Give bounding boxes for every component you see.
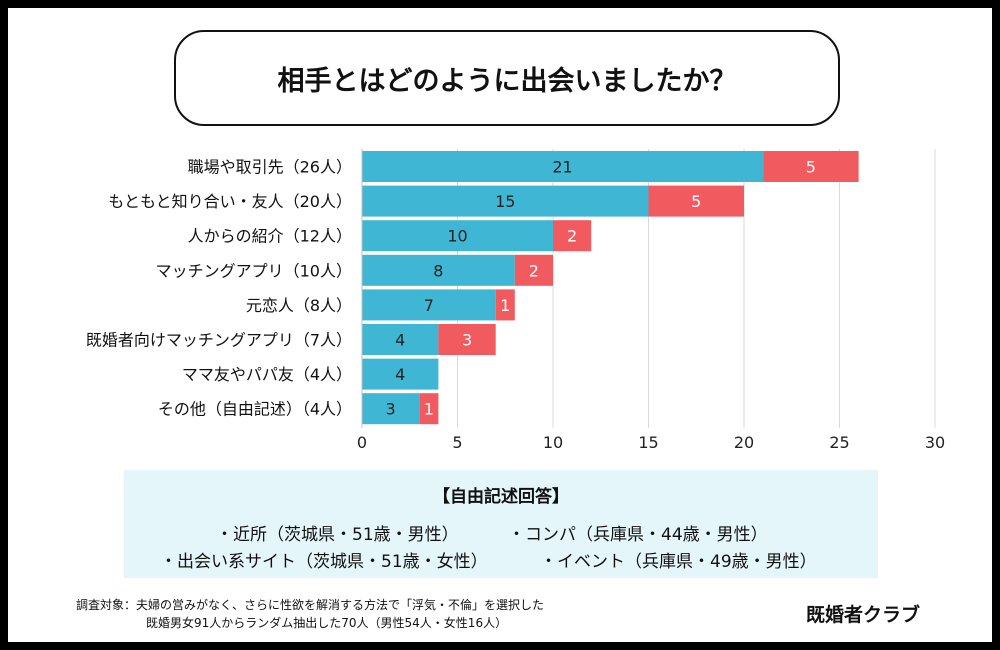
x-tick-label: 10 <box>543 433 563 452</box>
data-label: 3 <box>462 331 472 350</box>
data-label: 8 <box>433 261 443 280</box>
data-label: 4 <box>395 331 405 350</box>
bar-segment <box>362 254 515 286</box>
free-answer-heading: 【自由記述回答】 <box>433 487 569 507</box>
free-answer-item: ・イベント（兵庫県・49歳・男性） <box>540 552 817 572</box>
free-answer-box: 【自由記述回答】 ・近所（茨城県・51歳・男性） ・コンパ（兵庫県・44歳・男性… <box>124 470 878 578</box>
bar-segment <box>362 393 420 425</box>
page-title: 相手とはどのように出会いましたか？ <box>174 30 840 126</box>
data-label: 5 <box>806 158 816 177</box>
bar-segment <box>362 220 553 252</box>
free-answer-item: ・近所（茨城県・51歳・男性） <box>216 525 459 545</box>
x-tick-label: 25 <box>829 433 849 452</box>
x-tick-label: 5 <box>452 433 462 452</box>
bar-segment <box>362 289 496 321</box>
category-label: 人からの紹介（12人） <box>188 227 352 246</box>
category-label: もともと知り合い・友人（20人） <box>108 192 352 211</box>
bar-segment <box>362 358 439 390</box>
data-label: 21 <box>552 158 572 177</box>
bar-segment <box>362 185 649 217</box>
x-tick-label: 15 <box>638 433 658 452</box>
bar-segment <box>495 289 515 321</box>
data-label: 3 <box>386 400 396 419</box>
data-label: 7 <box>424 296 434 315</box>
survey-note-line1: 調査対象：夫婦の営みがなく、さらに性欲を解消する方法で「浮気・不倫」を選択した <box>76 598 545 612</box>
category-label: マッチングアプリ（10人） <box>156 261 352 280</box>
bar-segment <box>419 393 439 425</box>
category-label: ママ友やパパ友（4人） <box>182 365 352 384</box>
data-label: 1 <box>500 296 510 315</box>
data-label: 10 <box>447 227 467 246</box>
data-label: 5 <box>691 192 701 211</box>
data-label: 2 <box>529 261 539 280</box>
x-tick-label: 0 <box>357 433 367 452</box>
bar-segment <box>362 151 764 182</box>
bar-segment <box>514 254 553 286</box>
survey-note-line2: 既婚男女91人からランダム抽出した70人（男性54人・女性16人） <box>146 616 508 630</box>
bar-segment <box>362 324 439 355</box>
bar-segment <box>553 220 592 252</box>
free-answer-item: ・コンパ（兵庫県・44歳・男性） <box>508 525 768 545</box>
x-tick-label: 20 <box>734 433 754 452</box>
category-label: 職場や取引先（26人） <box>188 158 352 177</box>
category-label: その他（自由記述）（4人） <box>158 400 352 419</box>
data-label: 4 <box>395 365 405 384</box>
x-tick-label: 30 <box>925 433 945 452</box>
free-answer-item: ・出会い系サイト（茨城県・51歳・女性） <box>160 552 488 572</box>
category-label: 元恋人（8人） <box>246 296 352 315</box>
brand-name: 既婚者クラブ <box>806 604 921 626</box>
category-label: 既婚者向けマッチングアプリ（7人） <box>86 331 352 350</box>
data-label: 1 <box>424 400 434 419</box>
bar-segment <box>438 324 496 355</box>
bar-segment <box>763 151 859 182</box>
bar-segment <box>648 185 744 217</box>
data-label: 2 <box>567 227 577 246</box>
data-label: 15 <box>495 192 515 211</box>
